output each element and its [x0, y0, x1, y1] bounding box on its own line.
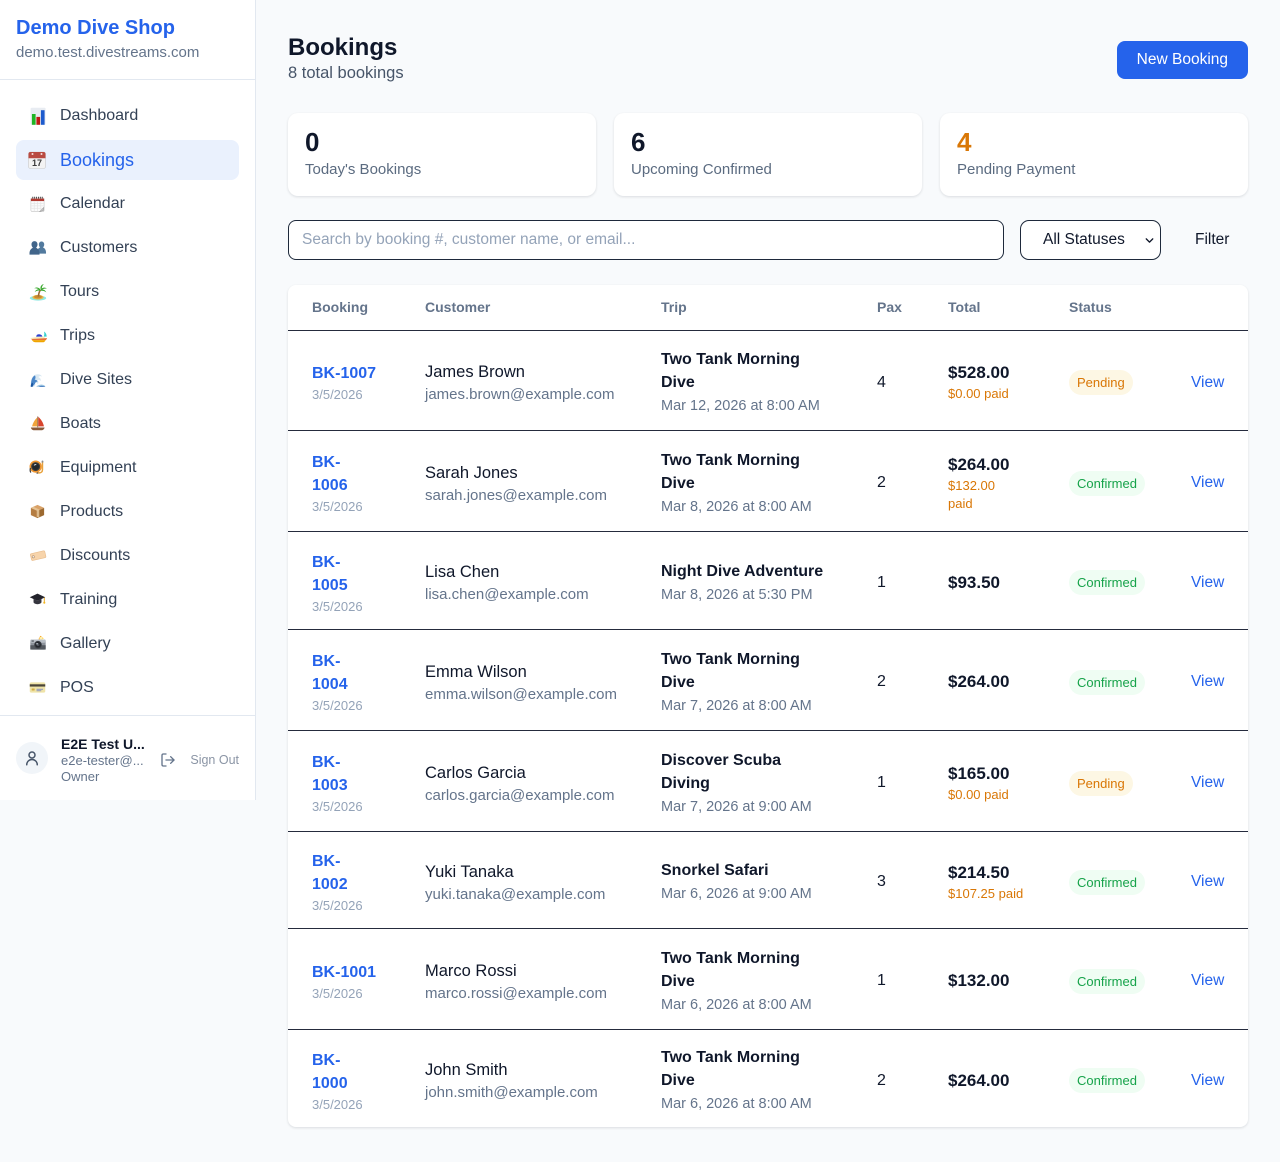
svg-text:17: 17 — [32, 158, 42, 168]
